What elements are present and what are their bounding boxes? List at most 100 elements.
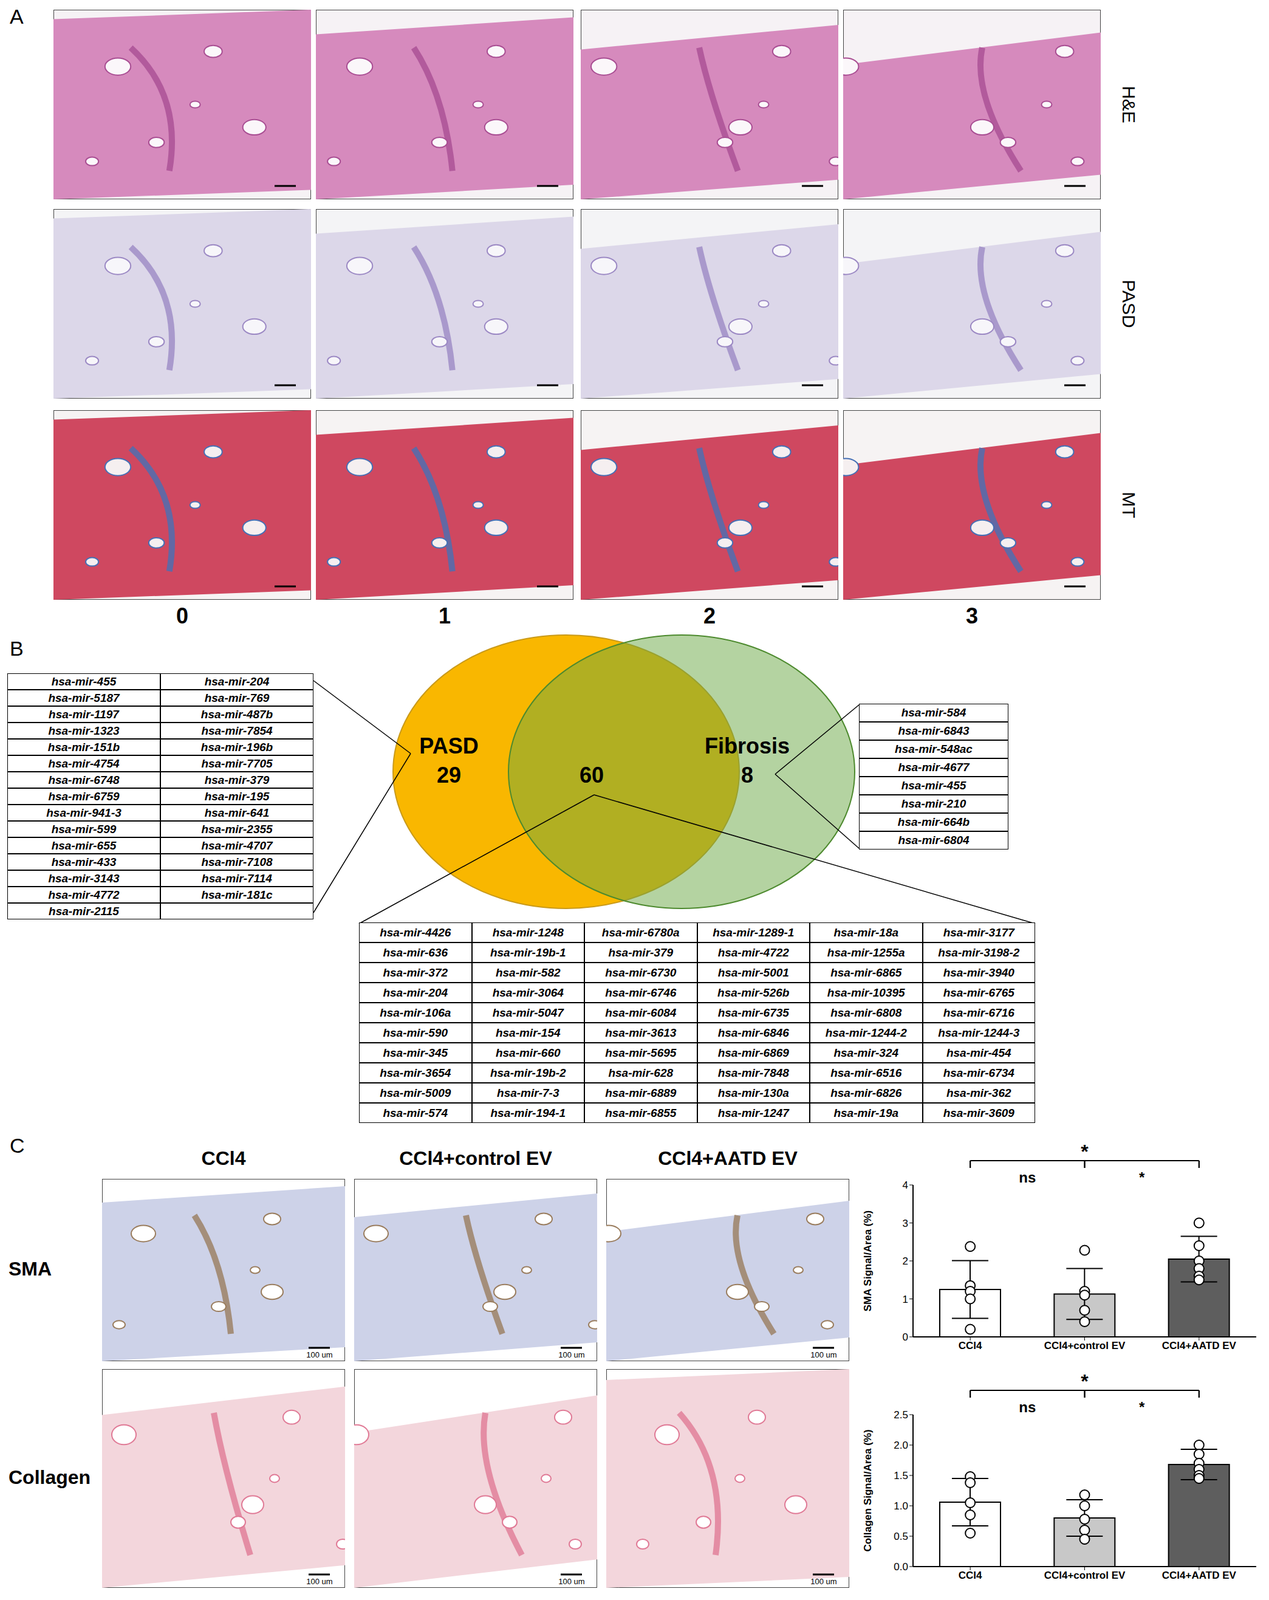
html-text:hsa-mir-4426: hsa-mir-4426 (379, 925, 451, 939)
html-text:hsa-mir-655: hsa-mir-655 (51, 838, 117, 852)
svg-text:ns: ns (1018, 1398, 1036, 1415)
svg-text:2.0: 2.0 (893, 1439, 909, 1451)
html-text:MT: MT (1118, 491, 1140, 518)
html-text:hsa-mir-106a: hsa-mir-106a (379, 1005, 451, 1019)
html-text:hsa-mir-6746: hsa-mir-6746 (605, 985, 677, 999)
svg-text:100 um: 100 um (558, 1349, 585, 1359)
svg-text:1.5: 1.5 (893, 1469, 909, 1482)
html-text:hsa-mir-3143: hsa-mir-3143 (48, 871, 120, 885)
svg-text:*: * (1080, 1369, 1089, 1392)
html-text:C: C (9, 1133, 25, 1157)
html-text:hsa-mir-3198-2: hsa-mir-3198-2 (938, 945, 1020, 959)
html-text:hsa-mir-1323: hsa-mir-1323 (48, 723, 120, 737)
html-text:B: B (9, 636, 24, 660)
svg-text:100 um: 100 um (306, 1349, 333, 1359)
svg-text:*: * (1139, 1398, 1146, 1415)
html-text:3: 3 (965, 603, 979, 629)
svg-text:0.5: 0.5 (893, 1530, 909, 1542)
svg-text:8: 8 (741, 762, 754, 788)
svg-text:0: 0 (902, 1330, 909, 1343)
svg-text:*: * (1139, 1168, 1146, 1185)
html-text:Collagen: Collagen (8, 1465, 91, 1488)
html-text:hsa-mir-5001: hsa-mir-5001 (717, 965, 790, 979)
html-text:A: A (9, 4, 24, 28)
html-text:hsa-mir-769: hsa-mir-769 (204, 690, 270, 704)
html-text:hsa-mir-1248: hsa-mir-1248 (492, 925, 564, 939)
svg-text:PASD: PASD (419, 733, 479, 759)
html-text:hsa-mir-455: hsa-mir-455 (51, 674, 117, 688)
svg-text:4: 4 (902, 1179, 909, 1191)
svg-text:0.0: 0.0 (893, 1560, 909, 1573)
html-text:hsa-mir-941-3: hsa-mir-941-3 (46, 805, 122, 819)
svg-text:CCl4+control EV: CCl4+control EV (1044, 1339, 1126, 1352)
html-text:hsa-mir-3064: hsa-mir-3064 (492, 985, 564, 999)
html-text:hsa-mir-210: hsa-mir-210 (901, 796, 967, 810)
html-text:hsa-mir-204: hsa-mir-204 (382, 985, 448, 999)
html-text:hsa-mir-582: hsa-mir-582 (495, 965, 561, 979)
html-text:hsa-mir-5047: hsa-mir-5047 (492, 1005, 564, 1019)
html-text:hsa-mir-3177: hsa-mir-3177 (943, 925, 1015, 939)
html-text:hsa-mir-6759: hsa-mir-6759 (48, 789, 120, 803)
svg-text:CCl4+AATD EV: CCl4+AATD EV (1162, 1569, 1237, 1581)
svg-text:1: 1 (902, 1293, 909, 1305)
svg-text:Collagen Signal/Area (%): Collagen Signal/Area (%) (861, 1428, 874, 1551)
html-text:hsa-mir-4707: hsa-mir-4707 (201, 838, 273, 852)
svg-text:60: 60 (579, 762, 604, 788)
svg-text:2: 2 (902, 1255, 909, 1267)
html-text:CCl4+control EV: CCl4+control EV (399, 1146, 553, 1169)
html-text:hsa-mir-4722: hsa-mir-4722 (717, 945, 790, 959)
html-text:hsa-mir-4772: hsa-mir-4772 (48, 887, 120, 901)
svg-text:CCl4+control EV: CCl4+control EV (1044, 1569, 1126, 1581)
html-text:CCl4+AATD EV: CCl4+AATD EV (658, 1146, 798, 1169)
svg-text:3: 3 (902, 1217, 909, 1229)
svg-text:2.5: 2.5 (893, 1408, 909, 1421)
html-text:hsa-mir-6730: hsa-mir-6730 (605, 965, 677, 979)
html-text:hsa-mir-19b-1: hsa-mir-19b-1 (490, 945, 566, 959)
html-text:hsa-mir-636: hsa-mir-636 (382, 945, 448, 959)
html-text:hsa-mir-5187: hsa-mir-5187 (48, 690, 120, 704)
html-text:hsa-mir-1289-1: hsa-mir-1289-1 (712, 925, 795, 939)
html-text:hsa-mir-1197: hsa-mir-1197 (48, 707, 120, 721)
html-text:hsa-mir-548ac: hsa-mir-548ac (894, 742, 973, 756)
svg-text:SMA Signal/Area (%): SMA Signal/Area (%) (861, 1210, 874, 1312)
html-text:hsa-mir-7854: hsa-mir-7854 (201, 723, 273, 737)
html-text:hsa-mir-4677: hsa-mir-4677 (898, 760, 970, 774)
html-text:SMA: SMA (8, 1257, 52, 1280)
svg-text:100 um: 100 um (306, 1576, 333, 1586)
html-text:hsa-mir-10395: hsa-mir-10395 (827, 985, 905, 999)
html-text:hsa-mir-204: hsa-mir-204 (204, 674, 270, 688)
svg-text:100 um: 100 um (810, 1576, 837, 1586)
svg-text:CCl4: CCl4 (958, 1569, 983, 1581)
html-text:hsa-mir-18a: hsa-mir-18a (833, 925, 899, 939)
html-text:hsa-mir-372: hsa-mir-372 (382, 965, 448, 979)
svg-text:ns: ns (1018, 1168, 1036, 1185)
html-text:hsa-mir-4754: hsa-mir-4754 (48, 756, 120, 770)
svg-text:29: 29 (436, 762, 462, 788)
html-text:hsa-mir-181c: hsa-mir-181c (201, 887, 273, 901)
html-text:hsa-mir-487b: hsa-mir-487b (201, 707, 273, 721)
html-text:hsa-mir-1255a: hsa-mir-1255a (827, 945, 905, 959)
html-text:hsa-mir-7705: hsa-mir-7705 (201, 756, 273, 770)
html-text:hsa-mir-455: hsa-mir-455 (901, 778, 967, 792)
html-text:hsa-mir-195: hsa-mir-195 (204, 789, 270, 803)
html-text:CCl4: CCl4 (201, 1146, 246, 1169)
html-text:hsa-mir-526b: hsa-mir-526b (717, 985, 790, 999)
svg-text:CCl4: CCl4 (958, 1339, 983, 1352)
svg-text:Fibrosis: Fibrosis (704, 733, 790, 759)
html-text:hsa-mir-3940: hsa-mir-3940 (943, 965, 1015, 979)
svg-text:1.0: 1.0 (893, 1499, 909, 1512)
html-text:PASD: PASD (1118, 279, 1140, 328)
html-text:hsa-mir-6865: hsa-mir-6865 (830, 965, 902, 979)
svg-text:100 um: 100 um (558, 1576, 585, 1586)
html-text:H&E: H&E (1118, 85, 1140, 124)
html-text:hsa-mir-379: hsa-mir-379 (608, 945, 674, 959)
html-text:hsa-mir-584: hsa-mir-584 (901, 705, 967, 719)
html-text:hsa-mir-641: hsa-mir-641 (204, 805, 270, 819)
html-text:hsa-mir-6765: hsa-mir-6765 (943, 985, 1015, 999)
svg-text:100 um: 100 um (810, 1349, 837, 1359)
html-text:hsa-mir-7114: hsa-mir-7114 (201, 871, 273, 885)
html-text:hsa-mir-6780a: hsa-mir-6780a (601, 925, 680, 939)
svg-text:CCl4+AATD EV: CCl4+AATD EV (1162, 1339, 1237, 1352)
svg-text:*: * (1080, 1140, 1089, 1163)
html-text:hsa-mir-6804: hsa-mir-6804 (898, 833, 970, 847)
